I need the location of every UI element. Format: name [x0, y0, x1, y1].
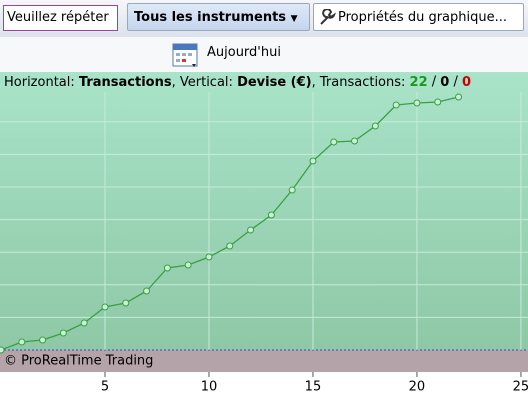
- toolbar-secondary: Aujourd'hui: [0, 37, 528, 72]
- x-tick-label: 5: [101, 380, 109, 395]
- properties-button[interactable]: Propriétés du graphique...: [313, 3, 524, 31]
- point: [309, 157, 317, 165]
- search-input[interactable]: Veuillez répéter: [3, 5, 118, 31]
- point: [267, 211, 275, 219]
- properties-label: Propriétés du graphique...: [338, 10, 508, 25]
- point: [39, 336, 47, 344]
- dropdown-arrow: ▼: [290, 14, 298, 24]
- watermark: © ProRealTime Trading: [4, 354, 153, 369]
- calendar-icon[interactable]: [172, 40, 200, 70]
- point: [205, 253, 213, 261]
- plot-background: [0, 72, 528, 350]
- x-tick-label: 15: [305, 380, 322, 395]
- point: [392, 101, 400, 109]
- point: [80, 319, 88, 327]
- point: [163, 264, 171, 272]
- info-losers: 0: [462, 75, 471, 90]
- x-tick-label: 10: [201, 380, 218, 395]
- point: [0, 346, 5, 354]
- watermark-band: [0, 350, 528, 372]
- info-text: Horizontal:: [4, 75, 75, 90]
- point: [143, 287, 151, 295]
- point: [101, 303, 109, 311]
- point: [413, 99, 421, 107]
- point: [59, 329, 67, 337]
- toolbar: Veuillez répéter Tous les instruments ▼ …: [0, 0, 528, 38]
- instruments-label: Tous les instruments: [134, 10, 287, 25]
- point: [455, 93, 463, 101]
- info-text: Devise (€): [237, 75, 312, 90]
- point: [434, 98, 442, 106]
- point: [122, 299, 130, 307]
- today-button[interactable]: Aujourd'hui: [207, 45, 281, 60]
- instruments-dropdown[interactable]: Tous les instruments ▼: [127, 3, 310, 31]
- point: [226, 242, 234, 250]
- point: [330, 138, 338, 146]
- info-neutral: 0: [440, 75, 449, 90]
- info-text: Transactions: [79, 75, 172, 90]
- point: [288, 186, 296, 194]
- point: [18, 338, 26, 346]
- point: [351, 137, 359, 145]
- info-winners: 22: [410, 75, 428, 90]
- info-line: Horizontal: Transactions, Vertical: Devi…: [4, 75, 471, 90]
- info-text: , Vertical:: [172, 75, 233, 90]
- x-tick-label: 25: [513, 380, 528, 395]
- info-text: , Transactions:: [312, 75, 406, 90]
- point: [184, 261, 192, 269]
- wrench-icon: [320, 9, 336, 25]
- point: [371, 122, 379, 130]
- chart: © ProRealTime Trading Horizontal: Transa…: [0, 72, 528, 395]
- x-tick-label: 20: [409, 380, 426, 395]
- point: [247, 226, 255, 234]
